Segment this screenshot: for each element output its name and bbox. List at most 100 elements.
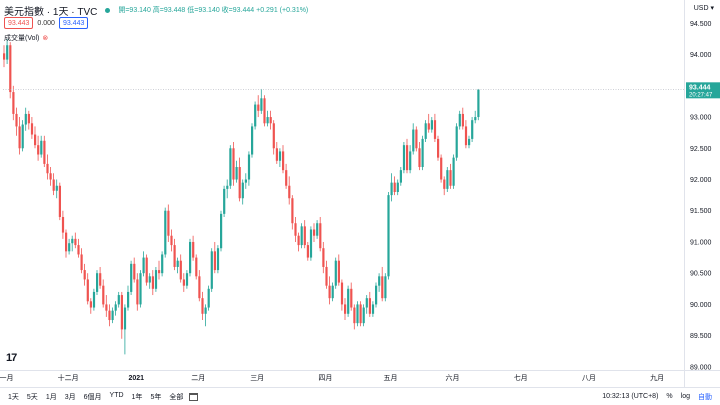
buy-price-button[interactable]: 93.443 — [58, 17, 89, 29]
range-1d-button[interactable]: 1天 — [8, 393, 19, 401]
candle — [173, 238, 176, 271]
candle — [455, 123, 458, 161]
candle — [303, 220, 306, 249]
candle — [365, 295, 368, 314]
candle — [418, 142, 421, 171]
candle — [269, 110, 272, 130]
y-tick-label: 89.500 — [690, 333, 712, 340]
candle — [30, 117, 34, 139]
candle — [471, 117, 474, 143]
currency-label: USD — [693, 5, 709, 12]
candle — [266, 110, 269, 127]
range-1y-button[interactable]: 1年 — [131, 393, 143, 401]
candle — [328, 276, 331, 305]
candle — [105, 295, 108, 317]
candle — [291, 195, 294, 230]
candlestick-chart[interactable]: 89.000 89.500 90.000 90.500 91.000 91.500 92.0… — [0, 0, 720, 387]
candle — [161, 251, 164, 277]
range-1m-button[interactable]: 1月 — [45, 393, 57, 401]
candle — [89, 298, 92, 314]
candle — [362, 304, 365, 327]
symbol-title[interactable]: 美元指數 · 1天 · TVC — [4, 6, 98, 18]
candle — [158, 260, 161, 280]
candle — [285, 163, 288, 189]
candle — [263, 95, 266, 127]
bar-countdown-label: 20:27:47 — [689, 92, 713, 98]
range-all-button[interactable]: 全部 — [169, 393, 184, 401]
candle — [316, 220, 319, 239]
candle — [235, 160, 238, 183]
currency-selector[interactable]: USD ▾ — [694, 4, 714, 12]
candle — [359, 301, 362, 327]
remove-indicator-icon[interactable]: ⊗ — [42, 35, 49, 42]
candle — [3, 45, 6, 68]
x-tick-label: 六月 — [446, 373, 460, 382]
candle — [368, 291, 371, 317]
candle — [189, 238, 192, 277]
candle — [449, 163, 452, 189]
candle — [77, 238, 80, 258]
candle — [402, 142, 406, 174]
trade-price-row: 93.443 0.000 93.443 — [4, 17, 89, 29]
range-5y-button[interactable]: 5年 — [150, 393, 162, 401]
candle — [347, 285, 350, 317]
candle — [52, 173, 55, 196]
candle — [21, 120, 24, 152]
candle — [433, 113, 437, 143]
candle — [390, 173, 393, 202]
y-tick-label: 91.500 — [690, 208, 712, 215]
chart-header: 美元指數 · 1天 · TVC 開=93.140 高=93.448 低=93.1… — [4, 3, 308, 18]
auto-scale-button[interactable]: 自動 — [698, 393, 712, 401]
candle — [313, 223, 316, 242]
candle — [111, 307, 114, 324]
candle — [216, 245, 220, 274]
candle — [27, 110, 30, 130]
candle — [275, 142, 278, 164]
candle — [424, 120, 427, 143]
candle — [92, 288, 96, 311]
candle — [272, 120, 275, 155]
candle — [412, 123, 415, 155]
candle — [176, 257, 179, 274]
candle — [226, 179, 229, 199]
candle — [319, 216, 322, 252]
x-tick-label: 二月 — [191, 374, 205, 382]
candle — [477, 88, 480, 121]
y-tick-label: 94.500 — [690, 21, 712, 28]
candle — [108, 304, 111, 327]
log-scale-button[interactable]: log — [680, 393, 690, 400]
candle — [257, 95, 260, 118]
clock-time[interactable]: 10:32:13 (UTC+8) — [602, 393, 659, 400]
spread-value: 0.000 — [37, 19, 55, 27]
range-5d-button[interactable]: 5天 — [26, 393, 38, 401]
calendar-icon[interactable] — [189, 392, 199, 401]
candle — [139, 270, 142, 308]
percent-scale-button[interactable]: % — [666, 393, 673, 400]
candle — [340, 279, 344, 311]
range-6m-button[interactable]: 6個月 — [83, 393, 102, 401]
sell-price-button[interactable]: 93.443 — [4, 17, 34, 29]
candle — [282, 145, 285, 174]
candle — [452, 154, 455, 189]
candle — [427, 113, 430, 133]
candle — [334, 257, 337, 289]
candle — [9, 42, 12, 99]
y-tick-label: 91.000 — [690, 239, 712, 246]
candle — [300, 223, 303, 249]
candle — [74, 232, 77, 249]
x-tick-label: 四月 — [318, 374, 332, 382]
candle — [430, 117, 433, 133]
candle — [192, 235, 195, 261]
y-tick-label: 94.000 — [690, 52, 712, 59]
candle — [6, 38, 9, 64]
volume-label[interactable]: 成交量(Vol) — [4, 35, 40, 42]
candle — [130, 260, 133, 296]
x-tick-label: 十一月 — [0, 373, 14, 382]
time-range-buttons: 1天 5天 1月 3月 6個月 YTD 1年 5年 全部 — [0, 392, 183, 402]
tradingview-logo-icon[interactable]: 17 — [6, 352, 17, 364]
candle — [309, 226, 313, 261]
candle — [123, 304, 127, 355]
range-ytd-button[interactable]: YTD — [109, 391, 124, 399]
candle — [223, 185, 226, 217]
range-3m-button[interactable]: 3月 — [64, 393, 76, 401]
